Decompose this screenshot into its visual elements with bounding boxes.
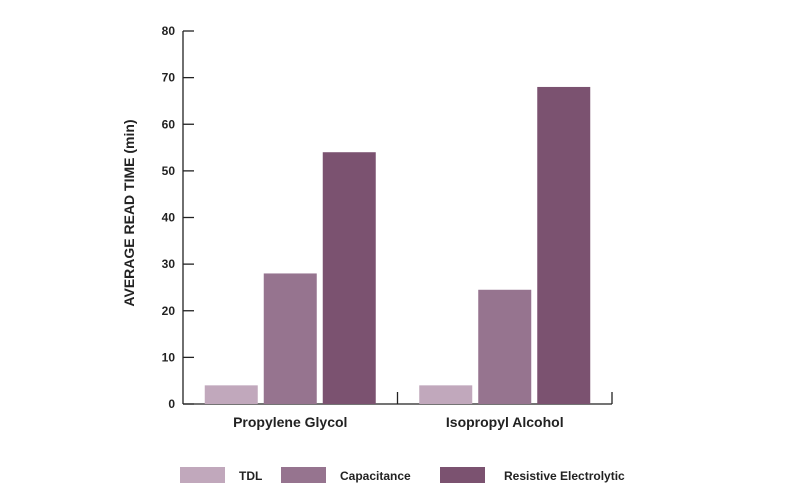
plot-area: 0 10 20 30 40 50 60 70 80 Propylene Glycol Isoprop… — [162, 24, 613, 430]
legend-swatch — [281, 467, 326, 483]
legend-swatch — [440, 467, 485, 483]
y-tick-label: 30 — [162, 257, 176, 271]
bar-capacitance — [263, 273, 317, 404]
x-category-label: Isopropyl Alcohol — [446, 414, 564, 430]
y-tick-label: 70 — [162, 71, 176, 85]
y-tick-label: 20 — [162, 304, 176, 318]
y-tick-label: 60 — [162, 117, 176, 131]
x-category-label: Propylene Glycol — [233, 414, 347, 430]
bar-tdl — [419, 385, 473, 404]
legend-label: Capacitance — [340, 469, 411, 483]
y-tick-label: 50 — [162, 164, 176, 178]
legend: TDL Capacitance Resistive Electrolytic — [180, 467, 625, 483]
legend-swatch — [180, 467, 225, 483]
y-tick-label: 10 — [162, 350, 176, 364]
bar-resistive-electrolytic — [537, 86, 591, 404]
y-axis-title: AVERAGE READ TIME (min) — [121, 119, 137, 306]
bar-resistive-electrolytic — [322, 152, 376, 404]
legend-label: TDL — [239, 469, 262, 483]
bar-capacitance — [478, 289, 532, 404]
y-tick-label: 0 — [168, 397, 175, 411]
y-tick-label: 40 — [162, 211, 176, 225]
y-tick-label: 80 — [162, 24, 176, 38]
legend-label: Resistive Electrolytic — [504, 469, 625, 483]
bar-tdl — [204, 385, 258, 404]
